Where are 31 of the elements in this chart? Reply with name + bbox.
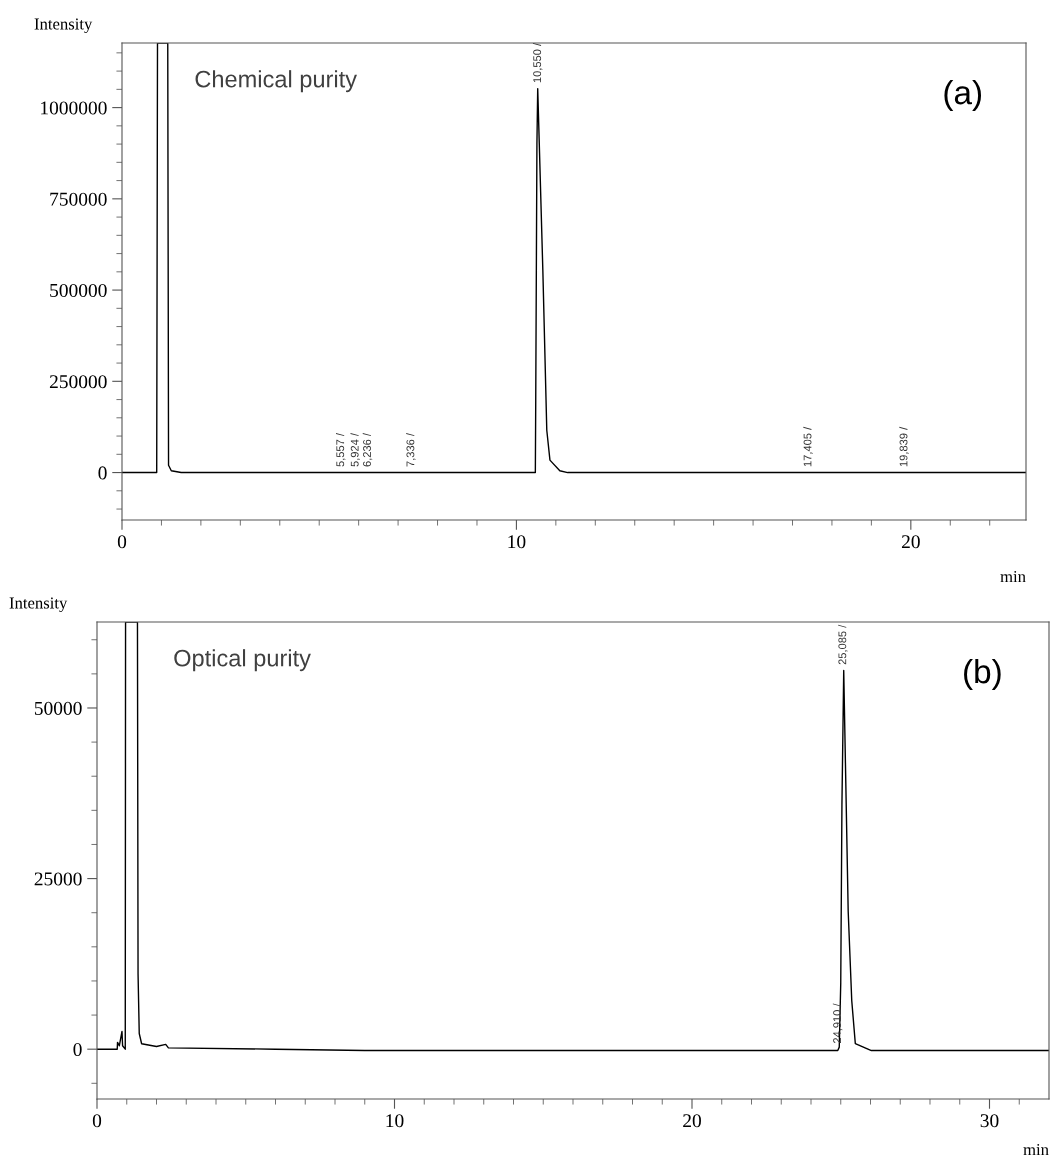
y-tick-label: 250000	[49, 375, 107, 389]
annotation: 6,236 /	[362, 433, 373, 467]
x-tick-label: 30	[980, 1114, 999, 1128]
y-tick-label: 500000	[50, 283, 107, 298]
annotation: 25,085 /	[838, 624, 848, 665]
annotation: 5,557 /	[336, 433, 346, 467]
y-tick-label: 25000	[34, 872, 82, 886]
x-tick-label: 10	[386, 1114, 404, 1128]
y-axis-title: Intensity	[9, 597, 68, 612]
x-tick-label: 10	[508, 535, 526, 549]
annotation: 24,910 /	[832, 1003, 843, 1044]
y-tick-label: 0	[98, 466, 107, 480]
annotation: 17,405 /	[803, 426, 813, 467]
annotation: 10,550 /	[532, 42, 543, 83]
annotation: 5,924 /	[350, 433, 360, 467]
y-tick-label: 0	[73, 1043, 82, 1057]
x-axis-title: min	[1000, 570, 1026, 583]
y-tick-label: 750000	[50, 192, 107, 206]
y-tick-label: 1000000	[41, 101, 107, 115]
annotation: Optical purity	[174, 649, 311, 672]
x-tick-label: 20	[901, 535, 920, 549]
annotation: 7,336 /	[406, 433, 416, 467]
y-axis-title: Intensity	[34, 18, 93, 33]
annotation: (b)	[964, 658, 1001, 690]
annotation: Chemical purity	[195, 70, 357, 93]
y-tick-label: 50000	[34, 701, 82, 715]
x-tick-label: 0	[117, 535, 127, 549]
x-tick-label: 20	[683, 1114, 701, 1128]
annotation: 19,839 /	[899, 426, 909, 467]
x-axis-title: min	[1023, 1143, 1049, 1156]
annotation: (a)	[944, 79, 982, 111]
